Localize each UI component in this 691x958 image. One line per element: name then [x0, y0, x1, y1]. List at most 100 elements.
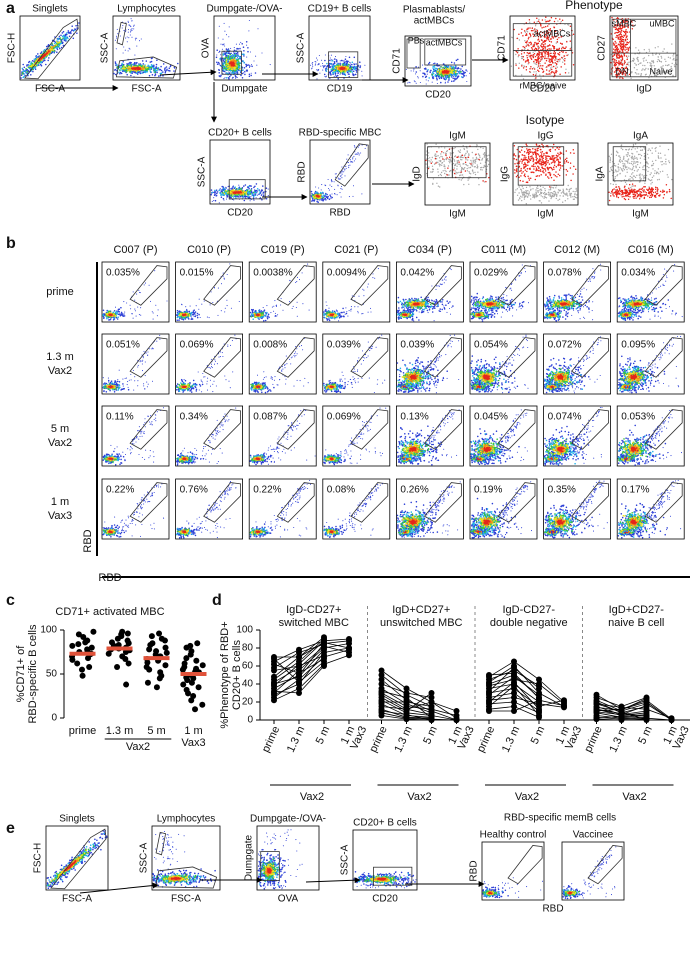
gate-frequency: 0.051%	[106, 340, 140, 351]
data-point	[75, 641, 82, 648]
gate-frequency: 0.095%	[621, 340, 655, 351]
row-label: Vax2	[48, 437, 72, 449]
data-point	[188, 697, 195, 704]
panel-title: unswitched MBC	[380, 617, 463, 629]
label: CD20	[425, 90, 451, 101]
label: PBs	[408, 35, 425, 45]
data-point	[296, 646, 302, 653]
gate-frequency: 0.0094%	[327, 268, 367, 279]
label: IgD	[636, 84, 652, 95]
y-tick-label: 0	[247, 715, 253, 726]
data-point	[378, 667, 385, 674]
gate	[350, 409, 389, 450]
gate-frequency: 0.34%	[180, 412, 208, 423]
cell-cloud	[513, 143, 577, 188]
data-point	[82, 639, 89, 646]
data-point	[125, 660, 132, 667]
flow-plot	[175, 405, 244, 467]
data-point	[296, 663, 302, 669]
flow-plot	[19, 15, 81, 81]
cell-cloud	[608, 143, 673, 195]
y-tick-label: 0	[51, 713, 57, 724]
flow-plot	[543, 261, 611, 323]
gate	[203, 409, 241, 450]
cell-cloud	[563, 881, 616, 899]
data-point	[536, 681, 542, 687]
label: rMBC/naive	[519, 80, 566, 90]
subject-line	[381, 701, 457, 712]
data-point	[536, 676, 542, 683]
data-point	[378, 688, 385, 695]
gate	[276, 265, 315, 306]
gate	[611, 18, 677, 78]
data-point	[296, 685, 302, 692]
data-point	[156, 675, 163, 682]
flow-plot	[395, 261, 464, 323]
label: Vaccinee	[573, 830, 614, 841]
gate	[276, 337, 315, 378]
label: Dumpgate-/OVA-	[207, 4, 283, 15]
cell-cloud	[441, 69, 450, 74]
data-point	[403, 706, 410, 713]
cell-cloud	[253, 514, 308, 538]
group-label: Vax2	[300, 791, 324, 803]
cell-cloud	[170, 876, 181, 881]
data-point	[486, 672, 492, 678]
gate-frequency: 0.26%	[400, 485, 428, 496]
label: Naive	[649, 66, 672, 76]
cell-cloud	[102, 369, 154, 391]
data-point	[511, 664, 517, 671]
cell-cloud	[408, 447, 417, 452]
cell-cloud	[345, 268, 379, 309]
label: IgD	[412, 166, 423, 182]
data-point	[105, 650, 112, 657]
gate	[571, 337, 609, 378]
gate	[129, 265, 168, 306]
subject-line	[488, 661, 565, 703]
label: IgA	[595, 166, 606, 181]
gate-frequency: 0.087%	[253, 412, 287, 423]
data-point	[122, 649, 129, 655]
cell-cloud	[232, 190, 242, 195]
label: IgM	[537, 209, 554, 220]
cell-cloud	[326, 515, 374, 536]
flow-plot	[352, 829, 418, 891]
data-point	[192, 706, 199, 713]
arrow	[159, 69, 217, 76]
cell-cloud	[630, 519, 638, 525]
data-point	[296, 654, 302, 660]
data-point	[321, 658, 327, 665]
row-label: Vax2	[48, 365, 72, 377]
label: IgM	[632, 209, 649, 220]
cell-cloud	[557, 446, 565, 453]
y-tick-label: 100	[236, 625, 253, 636]
data-point	[199, 662, 206, 669]
label: IgM	[449, 209, 466, 220]
label: RBD-specific MBC	[299, 128, 382, 139]
label: Dumpgate-/OVA-	[250, 814, 326, 825]
gate	[129, 337, 168, 378]
flow-plot	[256, 825, 320, 891]
panel-title: IgD-CD27-	[502, 604, 555, 616]
cell-cloud	[409, 374, 418, 380]
gate-frequency: 0.17%	[621, 485, 649, 496]
gate	[497, 265, 536, 306]
axis-title: %CD71+ of	[15, 645, 27, 703]
gate	[644, 265, 683, 306]
gate-frequency: 0.072%	[548, 340, 582, 351]
data-point	[296, 679, 302, 686]
chart-title: CD71+ activated MBC	[55, 606, 164, 618]
data-point	[593, 708, 600, 715]
flow-plot	[151, 825, 221, 891]
gate-frequency: 0.039%	[400, 340, 434, 351]
flow-plot	[395, 405, 464, 467]
cell-cloud	[623, 313, 629, 317]
cell-cloud	[267, 479, 312, 533]
gate	[228, 179, 266, 200]
group-label: Vax2	[515, 791, 539, 803]
cell-cloud	[567, 263, 602, 308]
gate	[517, 146, 565, 186]
cell-cloud	[339, 482, 384, 531]
gate-frequency: 0.22%	[253, 485, 281, 496]
column-header: C034 (P)	[408, 244, 452, 256]
